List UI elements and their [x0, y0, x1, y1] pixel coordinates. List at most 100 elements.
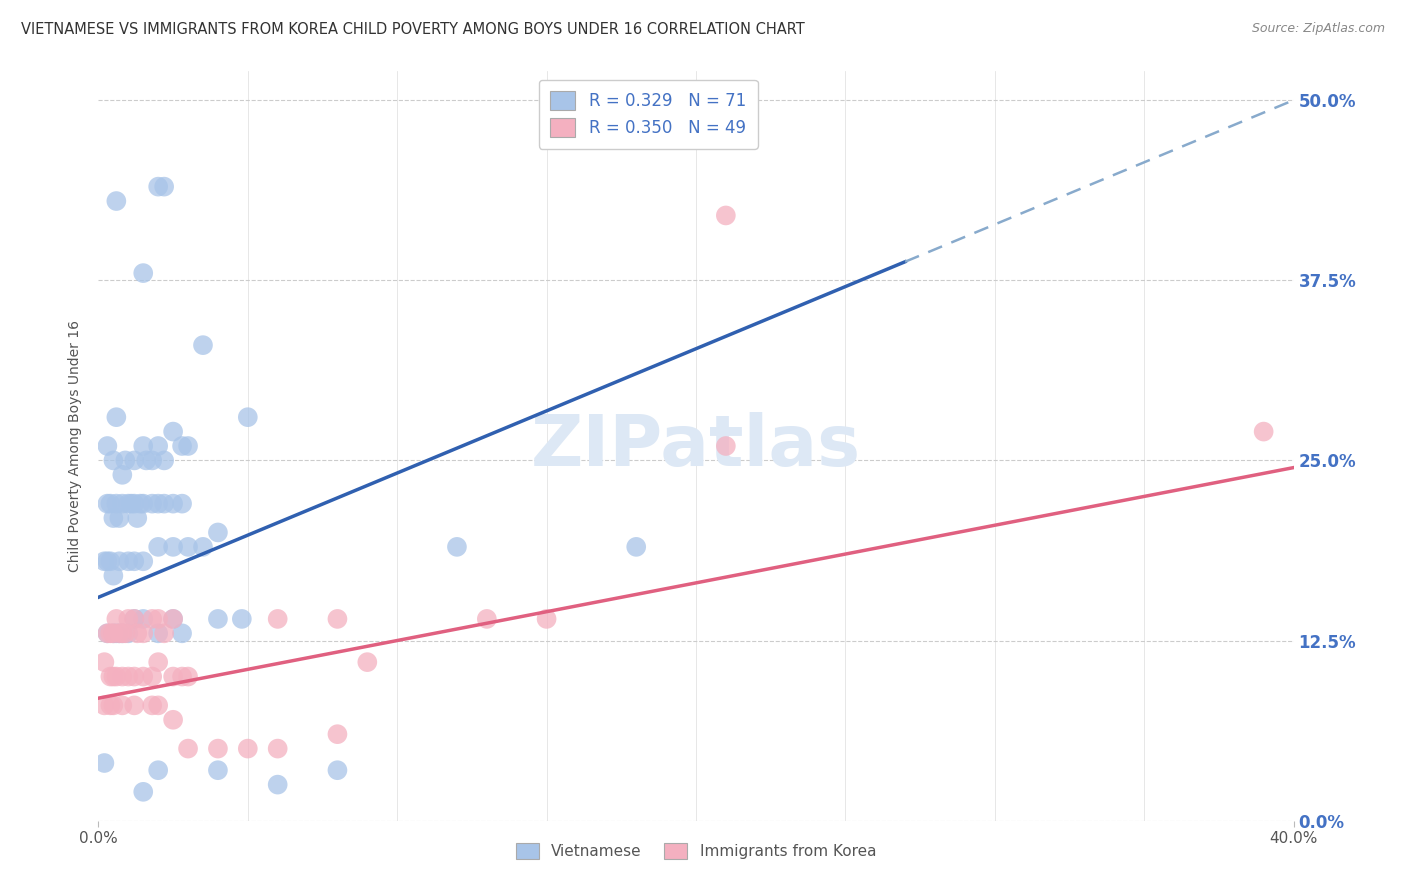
Text: ZIPatlas: ZIPatlas	[531, 411, 860, 481]
Point	[132, 497, 155, 511]
Point	[1253, 425, 1275, 439]
Point	[105, 410, 128, 425]
Point	[177, 540, 200, 554]
Point	[117, 612, 139, 626]
Point	[162, 612, 184, 626]
Point	[207, 525, 229, 540]
Point	[111, 467, 134, 482]
Point	[132, 439, 155, 453]
Point	[172, 497, 194, 511]
Point	[105, 626, 128, 640]
Point	[117, 626, 139, 640]
Point	[148, 179, 170, 194]
Point	[105, 497, 128, 511]
Point	[153, 179, 176, 194]
Point	[326, 727, 349, 741]
Point	[162, 497, 184, 511]
Point	[132, 554, 155, 568]
Point	[162, 540, 184, 554]
Point	[103, 669, 125, 683]
Point	[236, 410, 259, 425]
Point	[124, 698, 146, 713]
Point	[148, 612, 170, 626]
Point	[207, 741, 229, 756]
Point	[153, 497, 176, 511]
Point	[114, 626, 136, 640]
Point	[103, 698, 125, 713]
Point	[267, 778, 290, 792]
Point	[96, 554, 118, 568]
Point	[148, 655, 170, 669]
Point	[191, 338, 214, 352]
Point	[93, 554, 115, 568]
Point	[267, 612, 290, 626]
Point	[127, 511, 149, 525]
Point	[446, 540, 468, 554]
Point	[148, 763, 170, 777]
Point	[124, 554, 146, 568]
Point	[172, 626, 194, 640]
Point	[96, 626, 118, 640]
Point	[111, 497, 134, 511]
Point	[162, 425, 184, 439]
Point	[96, 439, 118, 453]
Point	[267, 741, 290, 756]
Point	[132, 266, 155, 280]
Point	[98, 698, 122, 713]
Point	[105, 612, 128, 626]
Point	[93, 655, 115, 669]
Point	[231, 612, 253, 626]
Point	[162, 612, 184, 626]
Point	[162, 713, 184, 727]
Point	[141, 669, 163, 683]
Point	[148, 540, 170, 554]
Point	[132, 626, 155, 640]
Point	[124, 497, 146, 511]
Point	[108, 554, 131, 568]
Point	[626, 540, 648, 554]
Point	[98, 626, 122, 640]
Point	[207, 612, 229, 626]
Point	[98, 669, 122, 683]
Point	[120, 497, 142, 511]
Point	[111, 669, 134, 683]
Point	[172, 669, 194, 683]
Point	[236, 741, 259, 756]
Point	[108, 626, 131, 640]
Point	[153, 626, 176, 640]
Legend: Vietnamese, Immigrants from Korea: Vietnamese, Immigrants from Korea	[510, 837, 882, 865]
Y-axis label: Child Poverty Among Boys Under 16: Child Poverty Among Boys Under 16	[69, 320, 83, 572]
Point	[132, 669, 155, 683]
Point	[111, 698, 134, 713]
Point	[124, 612, 146, 626]
Point	[114, 453, 136, 467]
Point	[129, 497, 152, 511]
Point	[108, 511, 131, 525]
Point	[132, 785, 155, 799]
Point	[714, 439, 737, 453]
Point	[356, 655, 378, 669]
Point	[148, 698, 170, 713]
Point	[103, 626, 125, 640]
Point	[96, 497, 118, 511]
Point	[141, 698, 163, 713]
Point	[103, 626, 125, 640]
Point	[117, 669, 139, 683]
Point	[135, 453, 157, 467]
Point	[162, 669, 184, 683]
Point	[153, 453, 176, 467]
Point	[103, 453, 125, 467]
Point	[124, 453, 146, 467]
Point	[105, 669, 128, 683]
Point	[207, 763, 229, 777]
Point	[536, 612, 558, 626]
Point	[98, 497, 122, 511]
Point	[326, 612, 349, 626]
Point	[141, 497, 163, 511]
Point	[177, 439, 200, 453]
Point	[127, 626, 149, 640]
Point	[177, 741, 200, 756]
Point	[111, 626, 134, 640]
Point	[117, 497, 139, 511]
Point	[124, 612, 146, 626]
